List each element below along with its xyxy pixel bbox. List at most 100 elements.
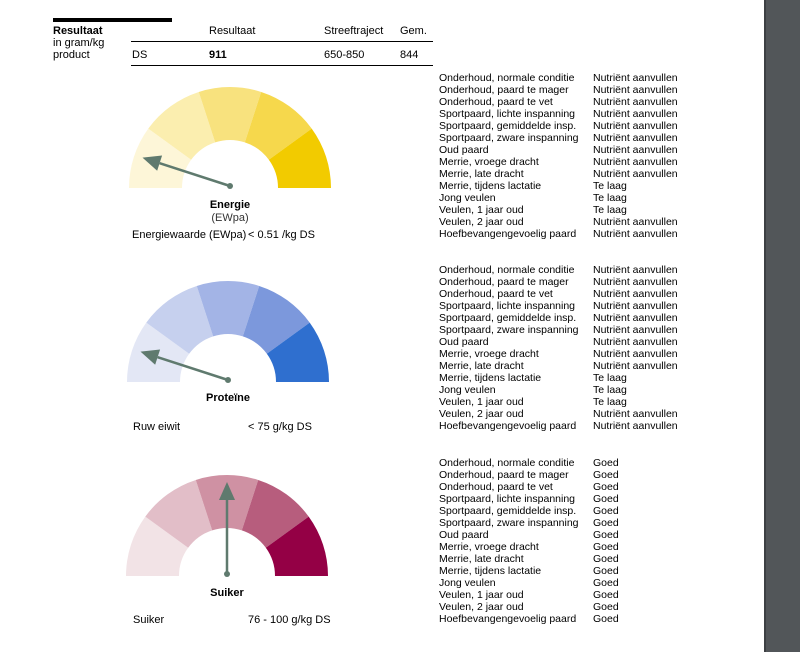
status-row: Onderhoud, paard te mager Nutriënt aanvul… [439, 84, 749, 96]
sugar-gauge-title: Suiker [210, 587, 244, 599]
status-row: Jong veulen Te laag [439, 192, 749, 204]
status-row-value: Goed [593, 457, 619, 469]
energy-measure-label: Energiewaarde (EWpa) [132, 229, 247, 241]
status-row-label: Sportpaard, zware inspanning [439, 132, 579, 144]
protein-status-list: Onderhoud, normale conditie Nutriënt aanv… [439, 264, 749, 432]
status-row: Hoefbevangengevoelig paard Nutriënt aanvu… [439, 420, 749, 432]
status-row-value: Te laag [593, 384, 627, 396]
gauge-segment [241, 479, 309, 548]
status-row-value: Nutriënt aanvullen [593, 348, 678, 360]
status-row-value: Goed [593, 589, 619, 601]
status-row: Merrie, late dracht Nutriënt aanvullen [439, 168, 749, 180]
status-row-value: Nutriënt aanvullen [593, 120, 678, 132]
status-row-label: Sportpaard, gemiddelde insp. [439, 505, 577, 517]
status-row: Sportpaard, lichte inspanning Nutriënt aa… [439, 108, 749, 120]
status-row-label: Onderhoud, normale conditie [439, 457, 575, 469]
status-row-value: Te laag [593, 180, 627, 192]
status-row-label: Merrie, late dracht [439, 360, 524, 372]
status-row-value: Te laag [593, 396, 627, 408]
protein-measure-label: Ruw eiwit [133, 421, 181, 433]
gauge-needle-hub [225, 377, 231, 383]
status-row-label: Sportpaard, gemiddelde insp. [439, 120, 577, 132]
status-row-label: Onderhoud, paard te mager [439, 469, 569, 481]
status-row: Oud paard Goed [439, 529, 749, 541]
row-target-value: 650-850 [324, 49, 365, 61]
gauge-segment [266, 322, 329, 382]
energy-status-list: Onderhoud, normale conditie Nutriënt aanv… [439, 72, 749, 240]
status-row: Sportpaard, zware inspanning Nutriënt aan… [439, 132, 749, 144]
page-edge-shadow [764, 0, 766, 652]
status-row: Merrie, tijdens lactatie Te laag [439, 180, 749, 192]
status-row-label: Merrie, tijdens lactatie [439, 180, 542, 192]
status-row-label: Merrie, tijdens lactatie [439, 565, 542, 577]
sugar-gauge [126, 475, 328, 577]
status-row-label: Jong veulen [439, 577, 496, 589]
status-row-label: Sportpaard, lichte inspanning [439, 108, 576, 120]
sugar-status-list: Onderhoud, normale conditie Goed Onderhoud… [439, 457, 749, 625]
status-row-label: Onderhoud, paard te vet [439, 481, 553, 493]
gauge-needle-head [140, 349, 161, 365]
status-row-label: Veulen, 1 jaar oud [439, 396, 524, 408]
status-row: Onderhoud, paard te vet Nutriënt aanvulle… [439, 96, 749, 108]
row-divider [131, 65, 433, 66]
status-row-label: Sportpaard, zware inspanning [439, 324, 579, 336]
status-row-label: Sportpaard, gemiddelde insp. [439, 312, 577, 324]
status-row-value: Nutriënt aanvullen [593, 72, 678, 84]
status-row-label: Hoefbevangengevoelig paard [439, 420, 577, 432]
sugar-measure-value: 76 - 100 g/kg DS [248, 614, 331, 626]
status-row-value: Goed [593, 469, 619, 481]
status-row-value: Nutriënt aanvullen [593, 84, 678, 96]
status-row-value: Nutriënt aanvullen [593, 360, 678, 372]
status-row-value: Nutriënt aanvullen [593, 216, 678, 228]
status-row-value: Nutriënt aanvullen [593, 288, 678, 300]
status-row-label: Sportpaard, lichte inspanning [439, 300, 576, 312]
col-header-target: Streeftraject [324, 25, 384, 37]
status-row-value: Nutriënt aanvullen [593, 324, 678, 336]
document-page: Resultaat in gram/kg product Resultaat S… [0, 0, 764, 652]
status-row-value: Nutriënt aanvullen [593, 312, 678, 324]
status-row: Sportpaard, gemiddelde insp. Goed [439, 505, 749, 517]
status-row-value: Nutriënt aanvullen [593, 168, 678, 180]
status-row-label: Onderhoud, normale conditie [439, 264, 575, 276]
status-row-value: Goed [593, 565, 619, 577]
status-row-label: Jong veulen [439, 384, 496, 396]
status-row-label: Onderhoud, paard te vet [439, 288, 553, 300]
gauge-segment [265, 516, 328, 576]
status-row-label: Onderhoud, normale conditie [439, 72, 575, 84]
gauge-segment [146, 285, 214, 354]
status-row-label: Sportpaard, zware inspanning [439, 517, 579, 529]
status-row: Merrie, vroege dracht Nutriënt aanvullen [439, 348, 749, 360]
row-result-value: 911 [209, 49, 227, 61]
energy-measure-value: < 0.51 /kg DS [248, 229, 315, 241]
status-row: Veulen, 2 jaar oud Goed [439, 601, 749, 613]
status-row: Hoefbevangengevoelig paard Goed [439, 613, 749, 625]
status-row-value: Nutriënt aanvullen [593, 336, 678, 348]
status-row-label: Jong veulen [439, 192, 496, 204]
gauge-segment [268, 128, 331, 188]
status-row: Onderhoud, normale conditie Nutriënt aanv… [439, 264, 749, 276]
status-row-value: Goed [593, 529, 619, 541]
status-row: Veulen, 2 jaar oud Nutriënt aanvullen [439, 216, 749, 228]
status-row: Onderhoud, normale conditie Goed [439, 457, 749, 469]
status-row-value: Nutriënt aanvullen [593, 300, 678, 312]
sugar-measure-label: Suiker [133, 614, 165, 626]
row-label: DS [132, 49, 148, 61]
status-row-label: Merrie, tijdens lactatie [439, 372, 542, 384]
status-row-label: Oud paard [439, 336, 489, 348]
gauge-segment [242, 285, 310, 354]
status-row: Oud paard Nutriënt aanvullen [439, 144, 749, 156]
status-row-label: Veulen, 2 jaar oud [439, 216, 524, 228]
status-row-label: Veulen, 1 jaar oud [439, 589, 524, 601]
status-row-value: Nutriënt aanvullen [593, 420, 678, 432]
status-row: Sportpaard, zware inspanning Goed [439, 517, 749, 529]
status-row-value: Goed [593, 493, 619, 505]
gauge-segment [198, 87, 262, 143]
gauge-segment [148, 91, 216, 160]
col-header-avg: Gem. [400, 25, 427, 37]
status-row-value: Goed [593, 601, 619, 613]
status-row: Veulen, 1 jaar oud Goed [439, 589, 749, 601]
viewer-background [764, 0, 800, 652]
col-header-result: Resultaat [209, 25, 256, 37]
status-row-value: Te laag [593, 204, 627, 216]
status-row-value: Te laag [593, 372, 627, 384]
